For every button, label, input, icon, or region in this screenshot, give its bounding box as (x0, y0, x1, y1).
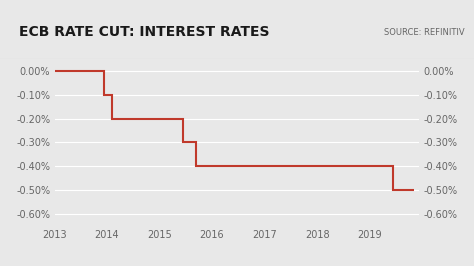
Text: ECB RATE CUT: INTEREST RATES: ECB RATE CUT: INTEREST RATES (19, 25, 269, 39)
Text: SOURCE: REFINITIV: SOURCE: REFINITIV (384, 28, 465, 37)
